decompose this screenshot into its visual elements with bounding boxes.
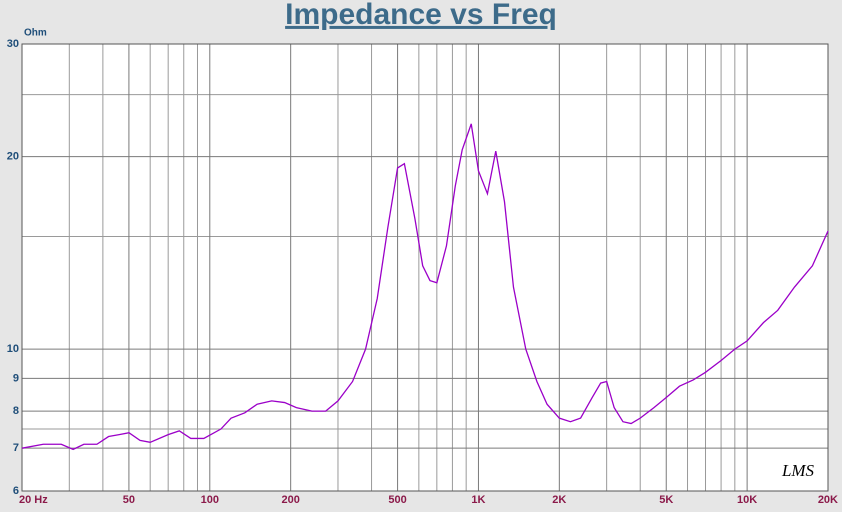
plot-area xyxy=(22,44,828,491)
y-tick-label: 8 xyxy=(13,405,19,417)
x-tick-label: 10K xyxy=(737,494,757,506)
x-tick-label: 20 Hz xyxy=(19,494,48,506)
y-tick-label: 20 xyxy=(7,151,19,163)
x-tick-label: 20K xyxy=(818,494,838,506)
x-tick-label: 1K xyxy=(471,494,485,506)
x-tick-label: 500 xyxy=(388,494,406,506)
y-tick-label: 7 xyxy=(13,442,19,454)
y-tick-label: 10 xyxy=(7,343,19,355)
y-tick-label: 9 xyxy=(13,372,19,384)
x-tick-label: 100 xyxy=(201,494,219,506)
x-tick-label: 5K xyxy=(659,494,673,506)
plot-border xyxy=(21,43,829,492)
logo: LMS xyxy=(781,461,815,480)
x-tick-label: 2K xyxy=(552,494,566,506)
y-tick-label: 6 xyxy=(13,485,19,497)
y-tick-label: 30 xyxy=(7,38,19,50)
impedance-line xyxy=(21,123,829,451)
x-tick-label: 50 xyxy=(123,494,135,506)
chart-title: Impedance vs Freq xyxy=(285,0,557,31)
x-tick-label: 200 xyxy=(281,494,299,506)
y-axis-label: Ohm xyxy=(24,28,47,39)
